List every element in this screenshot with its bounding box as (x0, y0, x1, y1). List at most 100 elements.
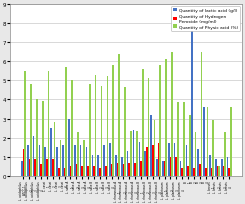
Bar (193, 169, 195, 176)
Bar (74, 146, 75, 176)
Bar (48, 71, 49, 176)
Bar (21, 161, 23, 176)
Bar (175, 157, 177, 176)
Bar (187, 166, 189, 176)
Bar (211, 169, 212, 176)
Bar (171, 52, 173, 176)
Bar (159, 66, 161, 176)
Bar (93, 166, 95, 176)
Bar (199, 165, 201, 176)
Bar (77, 132, 79, 176)
Bar (42, 102, 44, 176)
Bar (105, 166, 107, 176)
Bar (180, 161, 181, 176)
Bar (36, 100, 38, 176)
Bar (50, 129, 52, 176)
Bar (109, 144, 111, 176)
Bar (60, 140, 61, 176)
Bar (158, 144, 159, 176)
Bar (152, 146, 154, 176)
Bar (127, 151, 128, 176)
Bar (136, 131, 138, 176)
Bar (150, 115, 152, 176)
Bar (27, 146, 28, 176)
Bar (122, 165, 124, 176)
Bar (195, 132, 196, 176)
Bar (205, 169, 207, 176)
Bar (230, 108, 232, 176)
Bar (34, 159, 36, 176)
Bar (30, 85, 32, 176)
Bar (170, 157, 171, 176)
Bar (121, 157, 122, 176)
Bar (222, 166, 224, 176)
Bar (133, 130, 134, 176)
Bar (70, 166, 71, 176)
Bar (201, 52, 202, 176)
Bar (168, 144, 170, 176)
Bar (177, 103, 179, 176)
Bar (203, 108, 205, 176)
Bar (218, 166, 220, 176)
Bar (101, 87, 102, 176)
Bar (86, 147, 87, 176)
Bar (39, 146, 40, 176)
Bar (87, 166, 89, 176)
Bar (134, 163, 136, 176)
Bar (197, 149, 199, 176)
Bar (128, 163, 130, 176)
Bar (52, 159, 54, 176)
Bar (145, 151, 146, 176)
Bar (224, 132, 226, 176)
Bar (80, 146, 81, 176)
Bar (189, 115, 191, 176)
Bar (154, 120, 155, 176)
Bar (71, 81, 73, 176)
Bar (215, 159, 217, 176)
Bar (103, 146, 105, 176)
Bar (28, 159, 30, 176)
Bar (124, 88, 126, 176)
Bar (130, 131, 132, 176)
Bar (228, 169, 230, 176)
Bar (217, 166, 218, 176)
Bar (45, 147, 46, 176)
Bar (192, 24, 193, 176)
Bar (183, 103, 185, 176)
Bar (92, 155, 93, 176)
Bar (83, 140, 85, 176)
Bar (162, 161, 164, 176)
Bar (33, 136, 34, 176)
Bar (165, 60, 167, 176)
Bar (117, 163, 118, 176)
Legend: Quantity of lactic acid (g/l), Quantity of Hydrogen
Peroxide (mg/ml), Quantity o: Quantity of lactic acid (g/l), Quantity … (171, 7, 240, 32)
Bar (174, 144, 175, 176)
Bar (111, 165, 112, 176)
Bar (58, 169, 60, 176)
Bar (227, 157, 228, 176)
Bar (115, 155, 117, 176)
Bar (65, 68, 67, 176)
Bar (98, 155, 99, 176)
Bar (148, 79, 149, 176)
Bar (68, 119, 70, 176)
Bar (40, 165, 42, 176)
Bar (139, 142, 140, 176)
Bar (118, 55, 120, 176)
Bar (186, 146, 187, 176)
Bar (46, 159, 48, 176)
Bar (64, 169, 65, 176)
Bar (24, 71, 26, 176)
Bar (142, 70, 144, 176)
Bar (164, 161, 165, 176)
Bar (212, 121, 214, 176)
Bar (156, 159, 158, 176)
Bar (181, 169, 183, 176)
Bar (221, 159, 222, 176)
Bar (56, 147, 58, 176)
Bar (146, 147, 148, 176)
Bar (89, 85, 91, 176)
Bar (107, 77, 108, 176)
Bar (23, 149, 24, 176)
Bar (95, 75, 97, 176)
